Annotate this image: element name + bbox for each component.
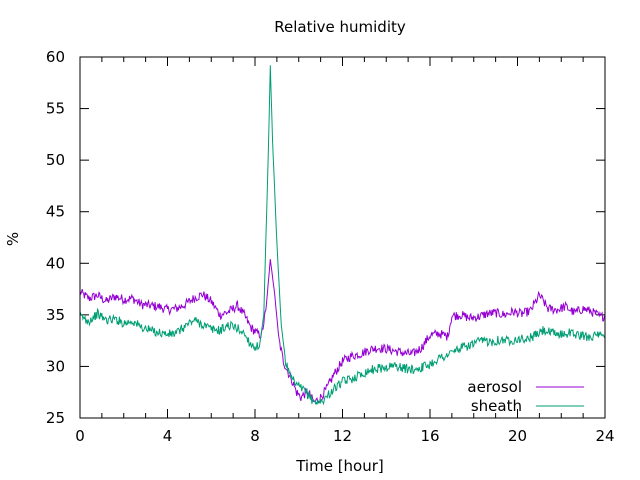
x-tick-label: 24 [595, 427, 614, 445]
x-tick-label: 16 [420, 427, 439, 445]
x-tick-label: 4 [163, 427, 173, 445]
series-line-aerosol [79, 259, 606, 404]
x-tick-label: 12 [333, 427, 352, 445]
x-axis-label: Time [hour] [295, 457, 384, 475]
series-line-sheath [79, 65, 606, 406]
y-tick-label: 25 [46, 409, 65, 427]
y-axis-label: % [4, 232, 22, 246]
y-tick-label: 35 [46, 306, 65, 324]
x-tick-label: 8 [250, 427, 260, 445]
y-tick-label: 55 [46, 100, 65, 118]
x-tick-label: 0 [75, 427, 85, 445]
plot-frame [79, 56, 606, 419]
series-layer [79, 65, 606, 406]
y-tick-label: 30 [46, 357, 65, 375]
y-tick-label: 45 [46, 203, 65, 221]
axis-ticks: 25 30 35 40 45 50 55 60 0 4 8 12 16 20 24 [46, 48, 615, 445]
legend-label-aerosol: aerosol [467, 378, 522, 396]
legend-label-sheath: sheath [471, 397, 522, 415]
y-tick-label: 60 [46, 48, 65, 66]
chart-title: Relative humidity [274, 18, 406, 36]
y-tick-label: 40 [46, 254, 65, 272]
x-tick-label: 20 [508, 427, 527, 445]
y-tick-label: 50 [46, 151, 65, 169]
